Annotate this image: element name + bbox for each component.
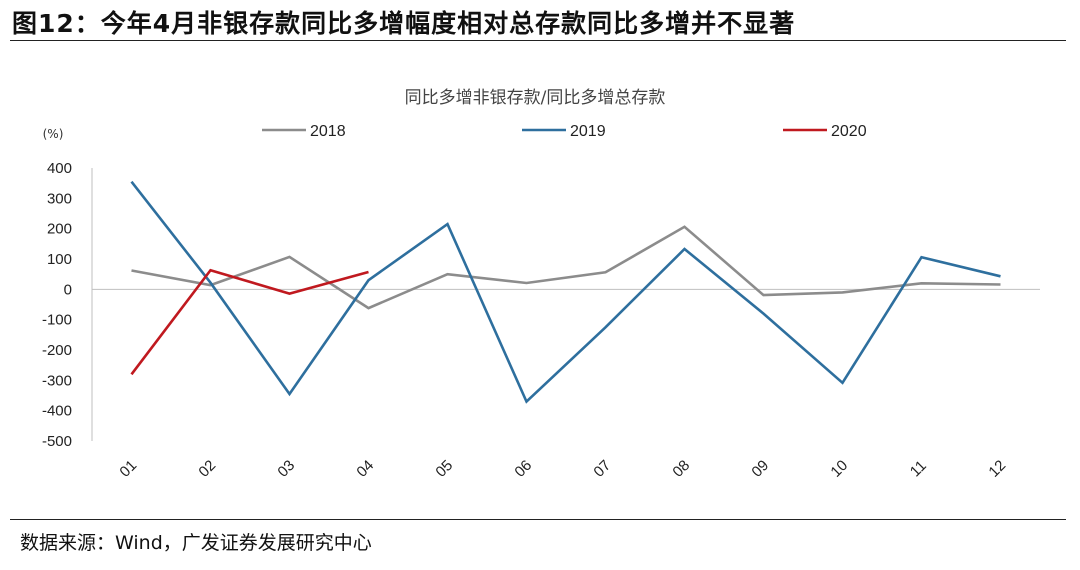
x-tick-label: 10: [827, 457, 851, 481]
bottom-rule: [10, 519, 1066, 520]
x-tick-label: 03: [274, 457, 298, 481]
y-tick-label: -500: [42, 433, 72, 450]
source-note: 数据来源：Wind，广发证券发展研究中心: [20, 532, 372, 554]
y-tick-label: -200: [42, 342, 72, 359]
x-tick-label: 08: [669, 457, 693, 481]
axes: [91, 168, 1040, 441]
x-tick-label: 04: [353, 457, 377, 481]
y-tick-label: -300: [42, 372, 72, 389]
figure-title: 图12：今年4月非银存款同比多增幅度相对总存款同比多增并不显著: [12, 9, 796, 38]
x-tick-label: 02: [195, 457, 219, 481]
legend-label-2018: 2018: [310, 123, 346, 140]
series-line-2018: [131, 225, 1001, 310]
series-line-2020: [130, 268, 369, 376]
x-tick-label: 07: [590, 457, 614, 481]
series-line-2019: [130, 180, 1001, 404]
y-tick-label: 100: [47, 251, 72, 268]
y-tick-label: 0: [64, 281, 72, 298]
y-tick-label: -100: [42, 312, 72, 329]
legend: 2018 2019 2020: [262, 123, 867, 140]
legend-label-2019: 2019: [570, 123, 606, 140]
y-tick-label: -400: [42, 403, 72, 420]
legend-label-2020: 2020: [831, 123, 867, 140]
x-tick-label: 01: [116, 457, 140, 481]
top-rule: [10, 40, 1066, 41]
x-tick-label: 05: [432, 457, 456, 481]
series-lines: [130, 180, 1001, 404]
x-tick-label: 11: [907, 457, 930, 480]
x-tick-label: 09: [748, 457, 772, 481]
y-tick-label: 400: [47, 160, 72, 177]
tick-labels: 400 300 200 100 0 -100 -200 -300 -400 -500 01 02 03 0…: [42, 160, 1009, 481]
y-axis-unit-label: (%): [43, 127, 64, 141]
x-tick-label: 12: [985, 457, 1009, 481]
y-tick-label: 200: [47, 221, 72, 238]
y-tick-label: 300: [47, 190, 72, 207]
x-tick-label: 06: [511, 457, 535, 481]
chart-title: 同比多增非银存款/同比多增总存款: [405, 88, 666, 108]
